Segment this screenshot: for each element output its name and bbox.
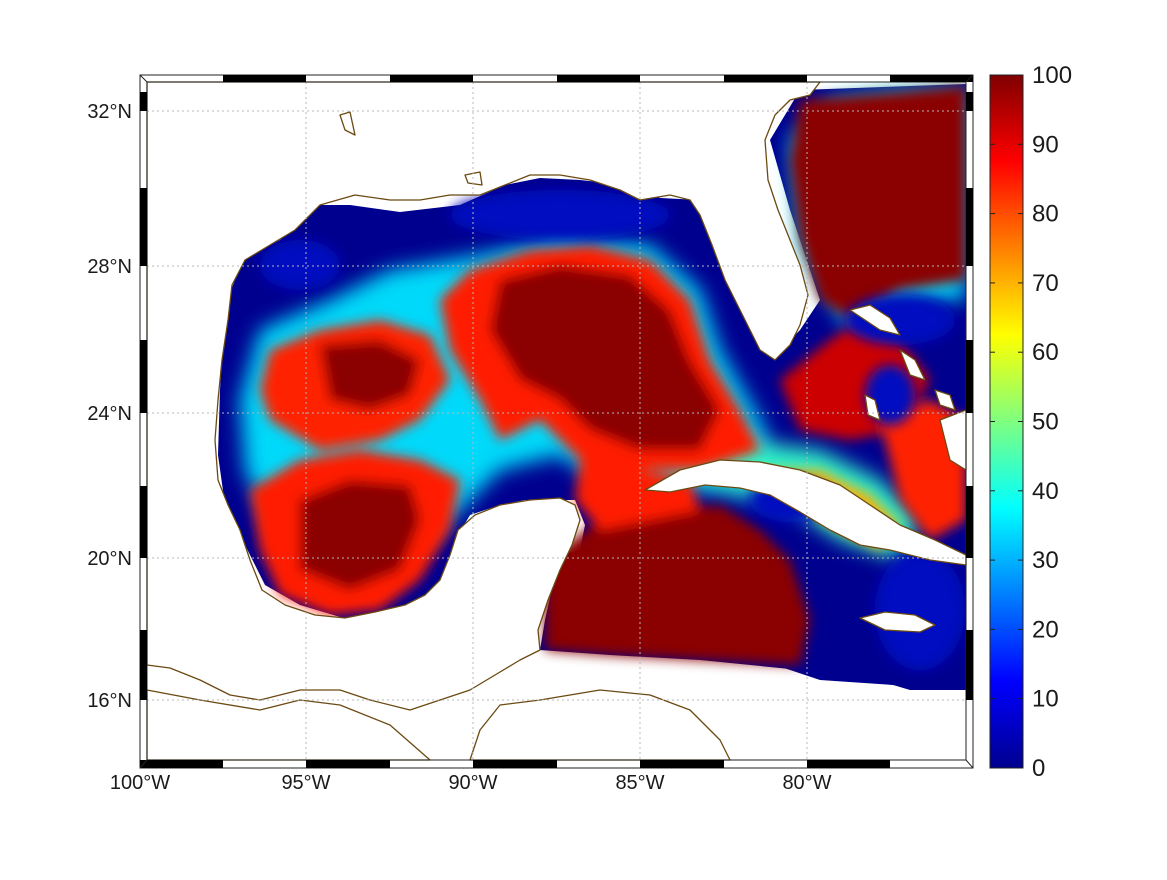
land-bahamas-3 — [864, 394, 881, 421]
lon-tick-label: 90°W — [448, 772, 497, 794]
field-layer — [218, 84, 966, 690]
colorbar-tick-label: 30 — [1032, 547, 1059, 574]
bahamas-bank-1 — [845, 295, 955, 345]
colorbar: 0 10 20 30 40 50 60 70 80 90 100 — [989, 62, 1072, 782]
coastlines — [146, 81, 967, 761]
gridlines — [147, 82, 966, 760]
lat-tick-label: 32°N — [87, 101, 132, 123]
colorbar-tick-label: 90 — [1032, 131, 1059, 158]
lon-tick-label: 80°W — [782, 772, 831, 794]
east-jamaica-blue — [875, 550, 965, 670]
map-frame — [139, 74, 974, 769]
north-gulf-blue — [450, 190, 670, 240]
lat-tick-labels: 16°N 20°N 24°N 28°N 32°N — [87, 101, 132, 712]
lat-tick-label: 24°N — [87, 403, 132, 425]
colorbar-tick-label: 100 — [1032, 62, 1072, 89]
land-jamaica — [859, 611, 936, 633]
colorbar-ticks: 0 10 20 30 40 50 60 70 80 90 100 — [990, 62, 1072, 782]
colorbar-tick-label: 70 — [1032, 270, 1059, 297]
colorbar-tick-label: 40 — [1032, 478, 1059, 505]
land-bahamas-4 — [934, 389, 956, 411]
land-north-america — [146, 81, 821, 711]
field-caribbean — [545, 505, 810, 665]
field-loop-core — [490, 265, 720, 450]
field-gulfstream — [790, 86, 966, 320]
lat-tick-label: 16°N — [87, 690, 132, 712]
colorbar-tick-label: 20 — [1032, 616, 1059, 643]
land-bahamas-1 — [849, 304, 901, 336]
field-west-core — [320, 340, 420, 410]
texas-shelf-blue — [260, 240, 340, 290]
land-bahamas-2 — [899, 349, 926, 381]
field-campeche-core — [300, 480, 420, 590]
lon-tick-labels: 100°W 95°W 90°W 85°W 80°W — [110, 772, 832, 794]
colorbar-tick-label: 80 — [1032, 201, 1059, 228]
lon-tick-label: 100°W — [110, 772, 170, 794]
land-island-1 — [339, 111, 356, 136]
lat-tick-label: 28°N — [87, 256, 132, 278]
lon-tick-label: 85°W — [615, 772, 664, 794]
lon-tick-label: 95°W — [281, 772, 330, 794]
colorbar-tick-label: 50 — [1032, 409, 1059, 436]
colorbar-tick-label: 0 — [1032, 755, 1045, 782]
land-honduras — [469, 689, 731, 761]
colorbar-tick-label: 10 — [1032, 686, 1059, 713]
colorbar-tick-label: 60 — [1032, 339, 1059, 366]
lat-tick-label: 20°N — [87, 548, 132, 570]
